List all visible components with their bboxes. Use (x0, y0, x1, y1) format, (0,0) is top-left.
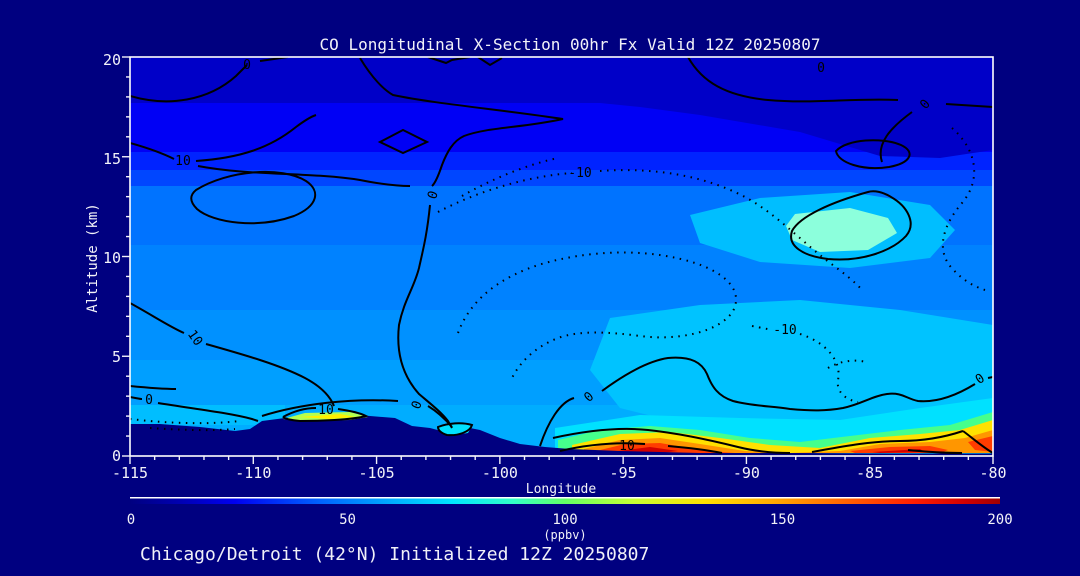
contour-label-group: 0 0 0 10 0 -10 10 0 10 0 0 -10 10 0 (145, 58, 988, 454)
y-tick-label: 5 (112, 348, 121, 366)
y-axis-title: Altitude (km) (85, 203, 101, 313)
colorbar-tick-label: 200 (987, 512, 1012, 528)
x-tick-label: -80 (979, 464, 1006, 482)
colorbar-gradient (130, 498, 1000, 504)
x-tick-label: -105 (359, 464, 395, 482)
x-tick-label: -85 (856, 464, 883, 482)
contour-label: 10 (175, 154, 191, 169)
contour-label: 0 (817, 61, 825, 76)
contour-label: 10 (619, 439, 635, 454)
footer-annotation: Chicago/Detroit (42°N) Initialized 12Z 2… (140, 544, 649, 565)
x-tick-label: -100 (482, 464, 518, 482)
x-tick-label: -110 (235, 464, 271, 482)
colorbar: 0 50 100 150 200 (ppbv) (127, 497, 1013, 542)
x-axis-tick-labels: -115 -110 -105 -100 -95 -90 -85 -80 (112, 464, 1007, 482)
contour-label: 10 (184, 328, 205, 349)
contour-label: 10 (318, 403, 334, 418)
colorbar-top-edge (130, 497, 1000, 499)
y-axis-tick-labels: 20 15 10 5 0 (103, 51, 121, 465)
colorbar-tick-label: 50 (339, 512, 356, 528)
x-tick-label: -95 (610, 464, 637, 482)
solid-contours (130, 57, 993, 454)
y-tick-label: 20 (103, 51, 121, 69)
colorbar-tick-labels: 0 50 100 150 200 (127, 512, 1013, 528)
contour-field: 0 0 0 10 0 -10 10 0 10 0 0 -10 10 0 (130, 57, 993, 456)
x-tick-label: -115 (112, 464, 148, 482)
y-tick-label: 0 (112, 447, 121, 465)
terrain-silhouette (130, 414, 993, 456)
contour-label: 0 (145, 393, 153, 408)
contour-label: -10 (773, 323, 796, 338)
colorbar-unit-label: (ppbv) (543, 528, 586, 542)
contour-label: 0 (243, 58, 251, 73)
x-axis-title: Longitude (526, 482, 597, 497)
colorbar-tick-label: 150 (770, 512, 795, 528)
axis-ticks (122, 56, 994, 464)
y-tick-label: 10 (103, 249, 121, 267)
colorbar-tick-label: 100 (552, 512, 577, 528)
chart-title: CO Longitudinal X-Section 00hr Fx Valid … (320, 35, 821, 54)
contour-label: -10 (568, 166, 591, 181)
colorbar-tick-label: 0 (127, 512, 135, 528)
x-tick-label: -90 (733, 464, 760, 482)
y-tick-label: 15 (103, 150, 121, 168)
dotted-contours (130, 127, 986, 432)
